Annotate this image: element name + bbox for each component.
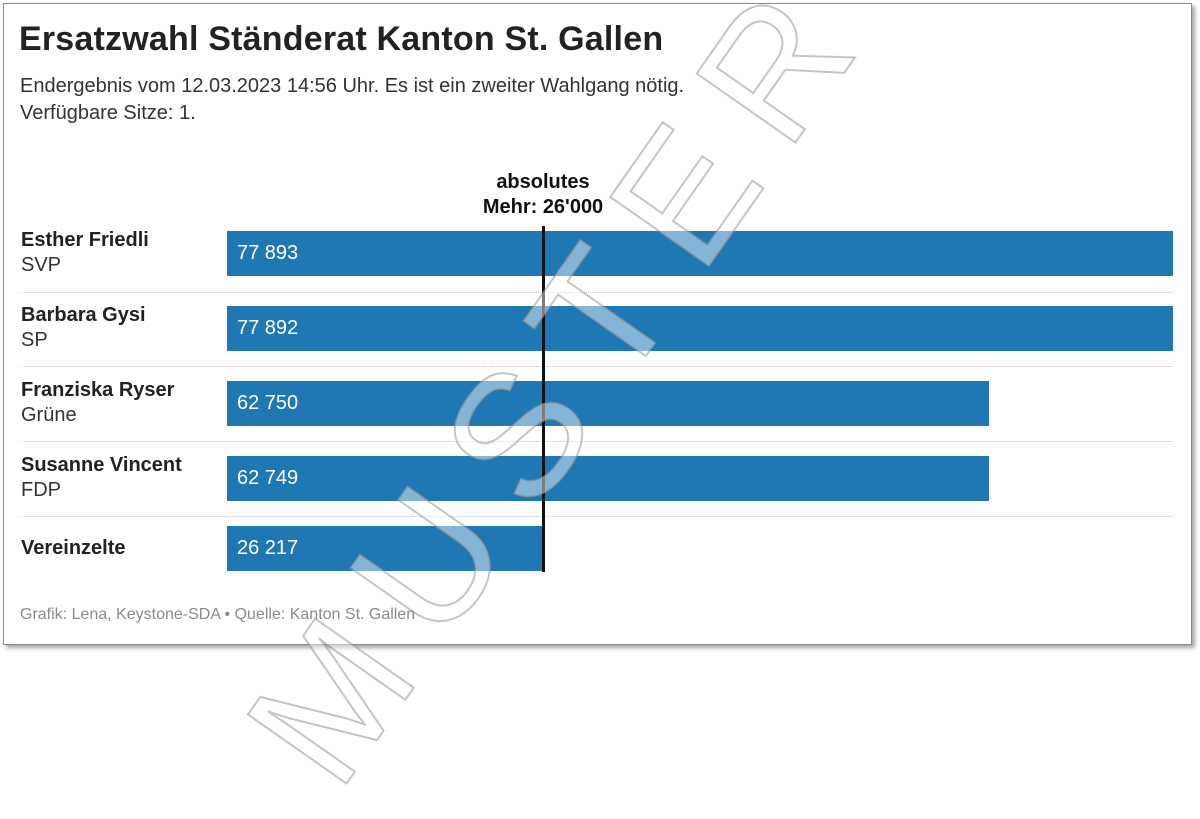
candidate-party: SVP	[21, 254, 62, 276]
candidate-name: Esther Friedli	[21, 229, 149, 251]
subtitle-line-1: Endergebnis vom 12.03.2023 14:56 Uhr. Es…	[20, 75, 685, 97]
majority-label-line-2: Mehr: 26'000	[482, 196, 604, 218]
candidate-party: FDP	[21, 479, 61, 501]
bar-franziska-ryser	[227, 381, 989, 426]
candidate-party: Grüne	[21, 404, 77, 426]
bar-value-label: 77 892	[237, 317, 299, 339]
bar-value-label: 77 893	[237, 242, 299, 264]
source-footer: Grafik: Lena, Keystone-SDA • Quelle: Kan…	[20, 606, 416, 623]
row-separator	[20, 366, 1173, 367]
candidate-name: Franziska Ryser	[21, 379, 175, 401]
row-label-susanne-vincent: Susanne Vincent FDP	[21, 453, 182, 503]
bar-value-label: 62 750	[237, 392, 299, 414]
row-separator	[20, 292, 1173, 293]
bar-susanne-vincent	[227, 456, 989, 501]
bar-esther-friedli	[227, 231, 1173, 276]
majority-label: absolutes Mehr: 26'000	[443, 170, 643, 220]
bar-vereinzelte	[227, 526, 545, 571]
subtitle-line-2: Verfügbare Sitze: 1.	[20, 102, 196, 124]
row-separator	[20, 516, 1173, 517]
candidate-name: Susanne Vincent	[21, 454, 182, 476]
row-label-franziska-ryser: Franziska Ryser Grüne	[21, 378, 174, 428]
bar-value-label: 26 217	[237, 537, 299, 559]
candidate-party: SP	[21, 329, 48, 351]
chart-title: Ersatzwahl Ständerat Kanton St. Gallen	[19, 20, 664, 58]
row-label-vereinzelte: Vereinzelte	[21, 536, 126, 561]
bar-value-label: 62 749	[237, 467, 299, 489]
candidate-name: Barbara Gysi	[21, 304, 146, 326]
row-label-esther-friedli: Esther Friedli SVP	[21, 228, 149, 278]
row-label-barbara-gysi: Barbara Gysi SP	[21, 303, 146, 353]
bar-barbara-gysi	[227, 306, 1173, 351]
majority-label-line-1: absolutes	[496, 171, 590, 193]
row-separator	[20, 441, 1173, 442]
chart-subtitle: Endergebnis vom 12.03.2023 14:56 Uhr. Es…	[20, 73, 684, 127]
majority-line	[542, 226, 545, 572]
candidate-name: Vereinzelte	[21, 537, 126, 559]
